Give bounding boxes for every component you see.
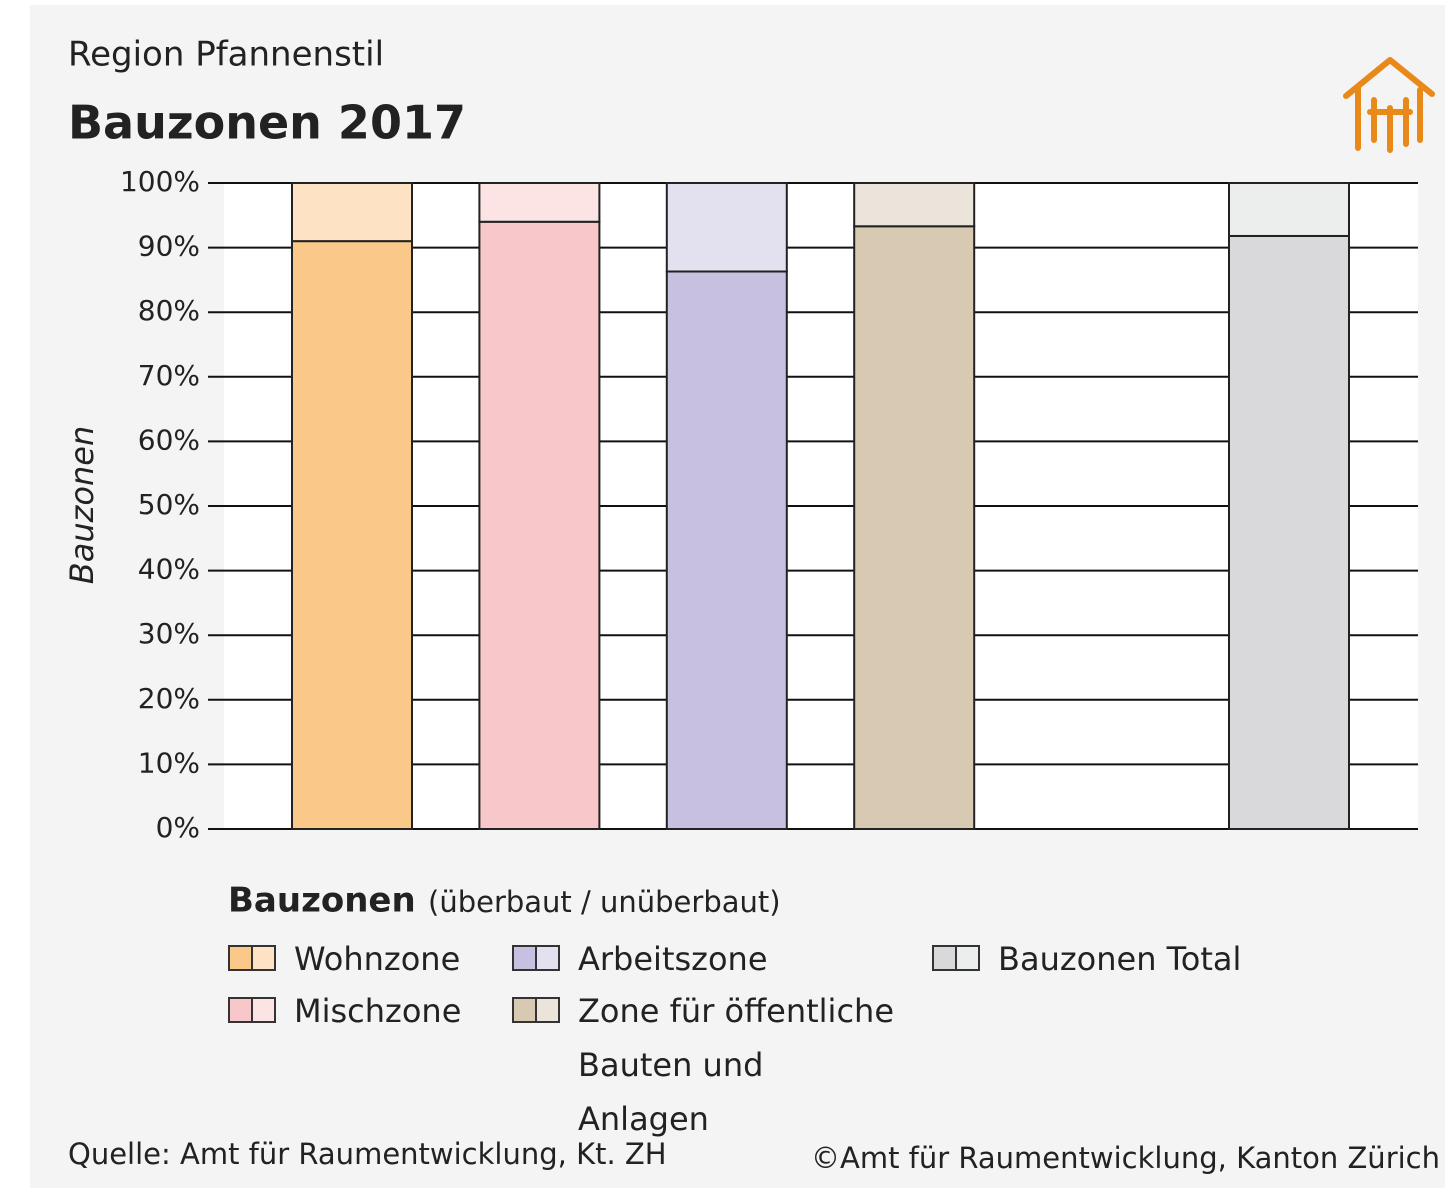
bar-segment — [1228, 182, 1350, 237]
bar-segment — [665, 270, 788, 830]
legend-label: Arbeitszone — [578, 940, 768, 978]
y-axis-label: Bauzonen — [63, 426, 101, 584]
bar-segment — [291, 240, 413, 830]
bar-segment — [291, 182, 413, 243]
legend-label: Zone für öffentliche Bauten und Anlagen — [578, 992, 894, 1138]
legend-item: Zone für öffentliche Bauten und Anlagen — [512, 984, 898, 1146]
legend-swatch-half — [514, 947, 535, 969]
legend-item: Bauzonen Total — [932, 932, 1318, 986]
chart-subtitle: Region Pfannenstil — [68, 35, 384, 75]
legend-item: Mischzone — [228, 984, 614, 1038]
bar-segment — [853, 182, 976, 228]
legend-swatch-half — [535, 947, 558, 969]
y-tick-label: 80% — [138, 294, 200, 327]
bar-segment — [478, 220, 601, 830]
copyright: ©Amt für Raumentwicklung, Kanton Zürich — [811, 1141, 1440, 1175]
legend-swatch — [512, 997, 560, 1023]
y-tick-label: 20% — [138, 682, 200, 715]
source: Quelle: Amt für Raumentwicklung, Kt. ZH — [68, 1137, 667, 1171]
legend-subtitle: (überbaut / unüberbaut) — [428, 885, 781, 919]
legend-swatch — [228, 945, 276, 971]
legend-title: Bauzonen — [228, 881, 416, 921]
y-tick-label: 10% — [138, 746, 200, 779]
chart-title: Bauzonen 2017 — [68, 96, 466, 150]
logo — [1343, 57, 1435, 153]
legend-label: Mischzone — [294, 992, 462, 1030]
y-tick-label: 50% — [138, 488, 200, 521]
legend-swatch-half — [230, 947, 251, 969]
bar-segment — [853, 225, 976, 831]
y-tick-label: 60% — [138, 423, 200, 456]
legend-swatch-half — [934, 947, 955, 969]
legend-swatch — [932, 945, 980, 971]
y-tick-label: 30% — [138, 617, 200, 650]
y-tick-label: 70% — [138, 359, 200, 392]
bar-segment — [478, 182, 601, 223]
legend-swatch-half — [955, 947, 978, 969]
legend-swatch-half — [514, 999, 535, 1021]
legend-item: Wohnzone — [228, 932, 614, 986]
bar-segment — [1228, 234, 1350, 831]
legend-swatch-half — [230, 999, 251, 1021]
y-tick-label: 0% — [156, 811, 200, 844]
y-tick-label: 40% — [138, 553, 200, 586]
legend-swatch-half — [535, 999, 558, 1021]
bar-segment — [665, 182, 788, 273]
legend-label: Bauzonen Total — [998, 940, 1242, 978]
legend-swatch-half — [251, 999, 274, 1021]
y-tick-label: 100% — [120, 165, 200, 198]
legend-label: Wohnzone — [294, 940, 461, 978]
legend-swatch — [512, 945, 560, 971]
legend-swatch — [228, 997, 276, 1023]
y-tick-label: 90% — [138, 230, 200, 263]
legend-swatch-half — [251, 947, 274, 969]
legend-item: Arbeitszone — [512, 932, 898, 986]
